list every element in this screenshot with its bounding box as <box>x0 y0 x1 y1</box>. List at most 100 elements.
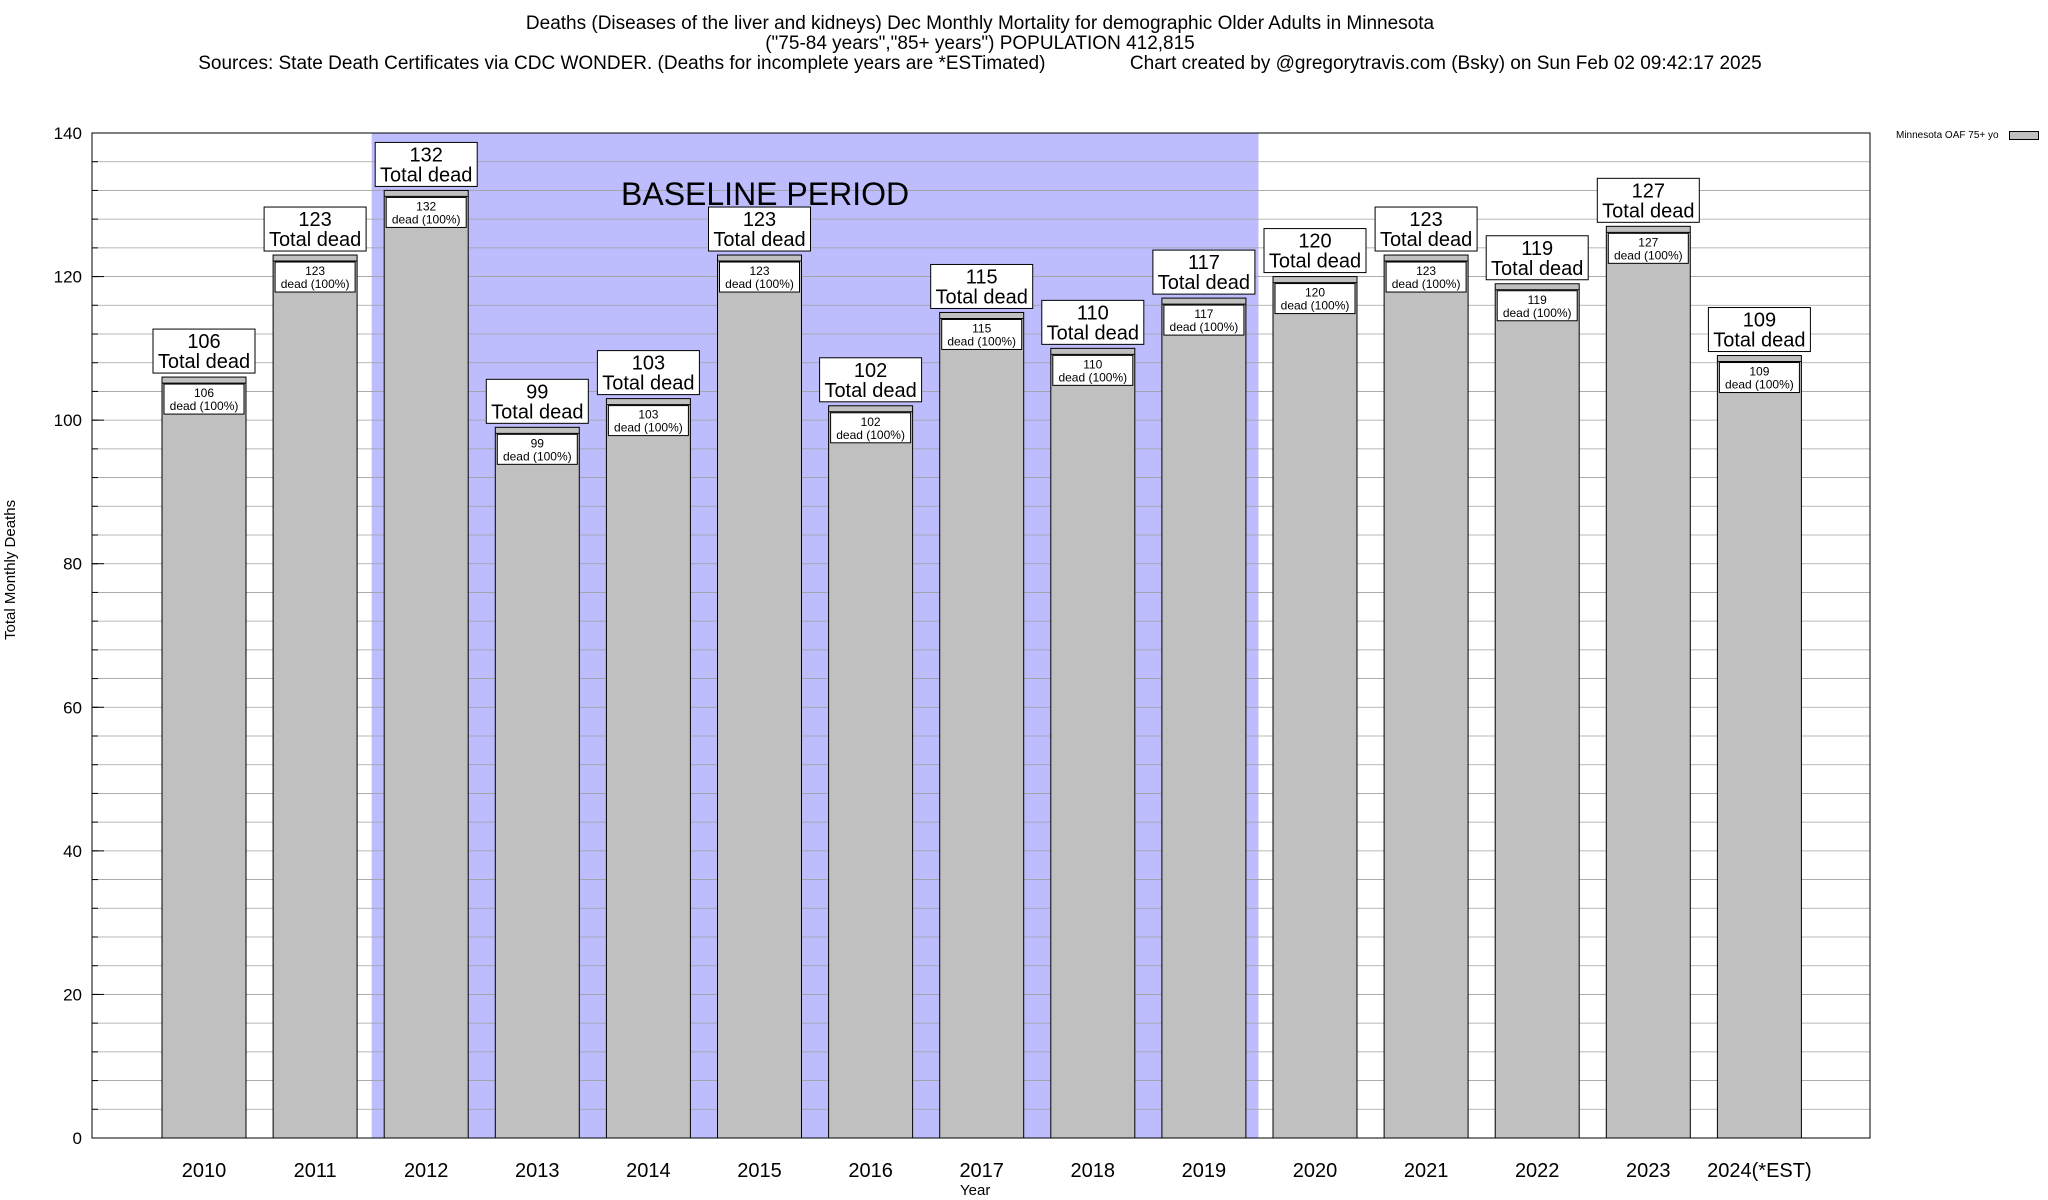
bar-top-value: 123 <box>1409 209 1442 231</box>
bar-inner-label-box <box>719 261 800 293</box>
bar-inner-label: dead (100%) <box>170 399 239 413</box>
bar-inner-label-box <box>1718 362 1800 394</box>
bar-inner-value: 110 <box>1083 357 1102 371</box>
bar-top-label-box <box>1152 249 1256 295</box>
bar-top-label-box <box>263 206 367 252</box>
bar-top-label-box <box>1596 177 1700 223</box>
bar-inner-label: dead (100%) <box>1170 320 1239 334</box>
bar-top-label: Total dead <box>269 229 361 251</box>
bar-top-label-box <box>930 263 1034 309</box>
bar-top-label-box <box>1707 307 1811 353</box>
bar-top-label: Total dead <box>1047 322 1139 344</box>
bar-top-label: Total dead <box>1602 200 1694 222</box>
x-tick-label: 2023 <box>1626 1160 1671 1182</box>
bar-inner-label-box <box>607 405 689 437</box>
legend-swatch <box>2009 130 2040 140</box>
bar <box>1272 276 1358 1139</box>
x-axis-label: Year <box>960 1182 991 1199</box>
bar-inner-label: dead (100%) <box>1503 306 1572 320</box>
x-tick-label: 2022 <box>1515 1160 1560 1182</box>
bar-top-label-box <box>596 350 700 396</box>
bar-inner-label-box <box>1385 261 1467 293</box>
chart-subtitle: ("75-84 years","85+ years") POPULATION 4… <box>765 33 1195 54</box>
bar <box>383 189 469 1139</box>
y-tick-label: 80 <box>63 555 82 574</box>
bar-inner-value: 123 <box>305 264 325 278</box>
bar-inner-label: dead (100%) <box>614 421 683 435</box>
bar-inner-label-box <box>1607 232 1689 264</box>
bar-inner-label-box <box>1163 304 1245 336</box>
bar-inner-label: dead (100%) <box>503 449 572 463</box>
bar-inner-label-box <box>1496 290 1578 322</box>
bar-inner-label: dead (100%) <box>1281 299 1350 313</box>
bar-inner-value: 117 <box>1194 307 1213 321</box>
bar <box>1716 355 1802 1139</box>
x-tick-label: 2012 <box>404 1160 449 1182</box>
bar <box>161 376 247 1139</box>
x-tick-label: 2015 <box>737 1160 782 1182</box>
y-tick-label: 120 <box>54 268 82 287</box>
bar-inner-value: 123 <box>749 264 769 278</box>
bar <box>605 398 691 1139</box>
bar-top-value: 99 <box>526 381 548 403</box>
bar-inner-value: 99 <box>531 436 545 450</box>
y-tick-label: 40 <box>63 842 82 861</box>
bar-inner-value: 103 <box>638 408 658 422</box>
bar-top-label-box <box>152 328 256 374</box>
bar-top-label: Total dead <box>158 351 250 373</box>
bar-inner-label: dead (100%) <box>1058 370 1127 384</box>
bar-top-value: 119 <box>1521 238 1553 260</box>
bar-top-label-box <box>374 141 478 187</box>
bar-top-label: Total dead <box>1713 330 1805 352</box>
bar-inner-label: dead (100%) <box>1392 277 1461 291</box>
bar-top-value: 123 <box>298 209 331 231</box>
bar <box>494 426 580 1139</box>
bar-inner-label: dead (100%) <box>1614 248 1683 262</box>
baseline-label: BASELINE PERIOD <box>621 176 909 212</box>
bar-top-label-box <box>1485 235 1589 281</box>
bar-top-value: 123 <box>743 209 776 231</box>
bar-inner-value: 127 <box>1638 235 1658 249</box>
bar-top-value: 132 <box>410 144 443 166</box>
bar-inner-value: 123 <box>1416 264 1436 278</box>
bar-top-label: Total dead <box>491 401 583 423</box>
bar-top-label: Total dead <box>713 229 805 251</box>
bar-top-value: 109 <box>1743 310 1776 332</box>
bar-top-label: Total dead <box>1491 258 1583 280</box>
bar-inner-label-box <box>941 318 1023 350</box>
x-tick-label: 2020 <box>1293 1160 1338 1182</box>
bar <box>1494 283 1580 1139</box>
y-tick-label: 100 <box>54 411 82 430</box>
x-tick-label: 2018 <box>1071 1160 1116 1182</box>
chart-title: Deaths (Diseases of the liver and kidney… <box>525 13 1435 34</box>
bar-top-value: 106 <box>187 331 220 353</box>
bar-top-label-box <box>1263 228 1367 274</box>
bar-inner-label: dead (100%) <box>725 277 794 291</box>
x-tick-label: 2017 <box>959 1160 1004 1182</box>
bar-top-label: Total dead <box>936 286 1028 308</box>
bar-top-value: 110 <box>1077 302 1109 324</box>
bar-inner-value: 132 <box>416 199 436 213</box>
bar-top-label: Total dead <box>824 380 916 402</box>
bar-inner-value: 109 <box>1749 365 1769 379</box>
x-tick-label: 2019 <box>1182 1160 1227 1182</box>
x-tick-label: 2011 <box>294 1160 337 1182</box>
bar-top-label-box <box>708 206 811 252</box>
bar-top-label: Total dead <box>602 373 694 395</box>
bar-top-label-box <box>819 357 923 403</box>
bar-inner-label: dead (100%) <box>392 212 461 226</box>
y-tick-label: 140 <box>54 124 82 143</box>
bar <box>1383 254 1469 1139</box>
y-tick-label: 60 <box>63 698 82 717</box>
bar <box>1605 225 1691 1139</box>
bar-inner-label: dead (100%) <box>281 277 350 291</box>
bar <box>1161 297 1247 1139</box>
bar-inner-value: 120 <box>1305 286 1325 300</box>
bar <box>272 254 358 1139</box>
x-tick-label: 2021 <box>1404 1160 1449 1182</box>
bar-inner-label-box <box>385 196 467 228</box>
y-tick-label: 0 <box>73 1129 82 1148</box>
x-tick-label: 2016 <box>848 1160 893 1182</box>
legend: Minnesota OAF 75+ yo <box>1896 130 2040 141</box>
